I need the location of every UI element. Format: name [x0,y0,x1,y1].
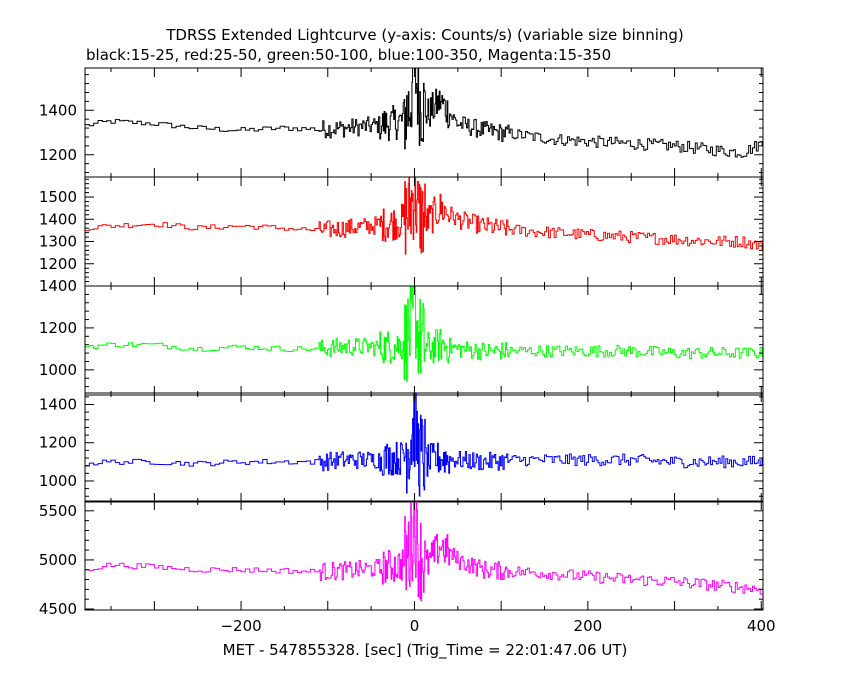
y-tick-label: 1400 [39,210,77,228]
y-tick-label: 1400 [39,101,77,119]
y-tick-label: 1400 [39,277,77,295]
x-tick-label: 400 [747,617,776,635]
panel-1: 1200 1300 1400 1500 [39,176,764,287]
series-line-0 [85,68,763,158]
panel-frame-2 [84,285,764,396]
y-tick-label: 1300 [39,233,77,251]
series-line-2 [85,286,763,382]
panels: 1200140012001300140015001000120014001000… [39,67,776,635]
panel-frame-4 [84,500,764,611]
x-tick-label: 200 [574,617,603,635]
x-axis-label: MET - 547855328. [sec] (Trig_Time = 22:0… [223,641,628,660]
series-line-4 [85,501,763,602]
y-tick-label: 1000 [39,361,77,379]
chart-title: TDRSS Extended Lightcurve (y-axis: Count… [165,26,684,44]
series-line-3 [85,393,763,497]
y-tick-label: 1200 [39,434,77,452]
y-tick-label: 5000 [39,551,77,569]
y-tick-label: 1200 [39,255,77,273]
chart-subtitle: black:15-25, red:25-50, green:50-100, bl… [86,46,611,64]
y-tick-label: 1400 [39,395,77,413]
y-tick-label: 1000 [39,472,77,490]
panel-4: 4500 5000 5500 [39,500,764,618]
x-tick-label: 0 [410,617,420,635]
series-line-1 [85,177,763,255]
x-tick-label: −200 [220,617,261,635]
panel-2: 1000 1200 1400 [39,277,764,396]
y-tick-label: 4500 [39,600,77,618]
panel-3: 1000 1200 1400 [39,392,764,503]
y-tick-label: 1200 [39,319,77,337]
panel-frame-3 [84,392,764,503]
y-tick-label: 5500 [39,502,77,520]
panel-frame-1 [84,176,764,287]
y-tick-label: 1500 [39,188,77,206]
y-tick-label: 1200 [39,146,77,164]
